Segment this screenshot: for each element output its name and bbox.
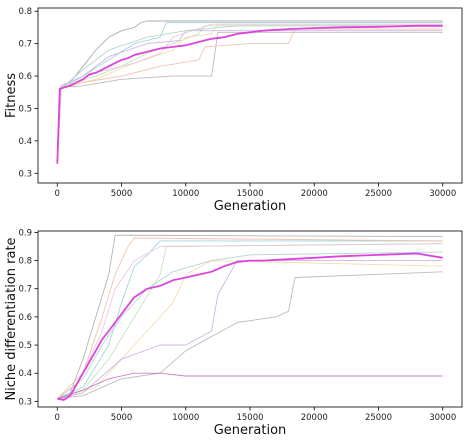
x-tick-label: 5000 (111, 413, 133, 423)
fitness-panel: 0 5000 10000 15000 20000 25000 30000 0.3 0.4 0.5 0… (4, 7, 463, 214)
series-group (56, 234, 443, 401)
y-tick-label: 0.4 (18, 369, 32, 379)
x-tick-label: 5000 (111, 189, 133, 199)
mean-series-line (57, 252, 443, 401)
x-tick-label: 20000 (301, 413, 328, 423)
run-series-line (57, 240, 443, 400)
mean-series-line (56, 24, 443, 164)
y-tick-label: 0.8 (18, 257, 32, 267)
x-tick-label: 30000 (429, 413, 456, 423)
niche-differentiation-panel: 0 5000 10000 15000 20000 25000 30000 0.3 0.4 0.5 0… (4, 228, 463, 438)
y-tick-label: 0.8 (18, 7, 32, 17)
run-series-line (57, 260, 443, 400)
x-axis-label: Generation (214, 199, 287, 214)
run-series-line (56, 25, 443, 164)
x-tick-label: 25000 (365, 413, 392, 423)
y-tick-label: 0.6 (18, 72, 32, 82)
run-series-line (56, 30, 443, 164)
y-tick-label: 0.5 (18, 341, 32, 351)
y-axis-label: Niche differentiation rate (4, 237, 19, 400)
y-tick-label: 0.7 (18, 285, 32, 295)
y-tick-label: 0.9 (18, 228, 32, 238)
x-tick-label: 10000 (172, 189, 199, 199)
run-series-line (56, 25, 443, 164)
x-tick-label: 15000 (236, 413, 263, 423)
x-tick-label: 0 (55, 413, 60, 423)
y-tick-label: 0.5 (18, 104, 32, 114)
run-series-line (57, 271, 443, 400)
x-tick-label: 10000 (172, 413, 199, 423)
x-tick-label: 25000 (365, 189, 392, 199)
y-tick-label: 0.4 (18, 137, 32, 147)
y-tick-label: 0.7 (18, 40, 32, 50)
series-group (56, 20, 443, 164)
x-tick-label: 0 (55, 189, 60, 199)
run-series-line (56, 237, 443, 399)
run-series-line (56, 31, 443, 164)
x-axis-label: Generation (214, 423, 287, 438)
y-tick-label: 0.3 (18, 397, 32, 407)
run-series-line (56, 23, 443, 164)
y-tick-label: 0.3 (18, 169, 32, 179)
run-series-line (56, 23, 443, 164)
run-series-line (56, 20, 443, 164)
x-tick-label: 20000 (301, 189, 328, 199)
x-tick-label: 15000 (236, 189, 263, 199)
y-axis-label: Fitness (4, 73, 19, 118)
run-series-line (56, 28, 443, 164)
run-series-line (57, 260, 443, 400)
run-series-line (57, 372, 443, 400)
plot-frame (37, 7, 463, 184)
y-tick-label: 0.6 (18, 313, 32, 323)
x-tick-label: 30000 (429, 189, 456, 199)
